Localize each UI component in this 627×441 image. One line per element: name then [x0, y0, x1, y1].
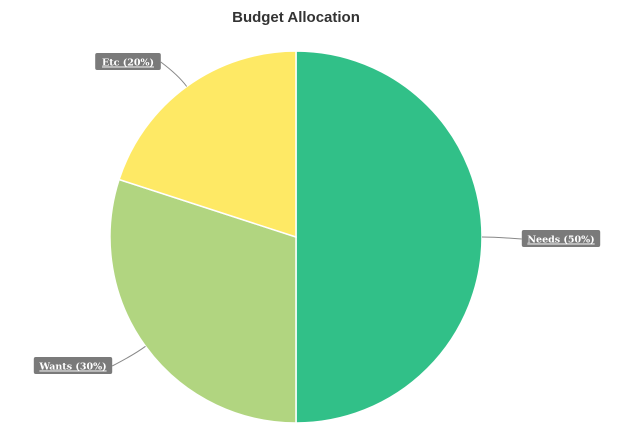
slice-label-box — [95, 53, 161, 70]
slice-labels: Needs (50%) Wants (30%) Etc (20%) — [33, 53, 601, 374]
pie-slice-etc — [118, 50, 297, 239]
pie-slice-needs — [295, 50, 483, 424]
leader-line-etc — [160, 61, 188, 87]
pie-slices — [109, 50, 483, 424]
pie-slice-wants — [109, 178, 297, 424]
slice-label-box — [33, 357, 113, 374]
slice-label-text: Needs (50%) — [527, 235, 594, 246]
slice-label-wants: Wants (30%) — [33, 357, 113, 374]
slice-label-text: Etc (20%) — [102, 58, 154, 69]
slice-label-box — [521, 230, 601, 247]
leader-line-wants — [111, 345, 146, 367]
slice-label-etc: Etc (20%) — [95, 53, 161, 70]
slice-label-needs: Needs (50%) — [521, 230, 601, 247]
leader-line-needs — [481, 236, 522, 240]
chart-title: Budget Allocation — [232, 9, 360, 26]
slice-label-text: Wants (30%) — [38, 362, 106, 373]
leader-lines — [111, 61, 522, 367]
